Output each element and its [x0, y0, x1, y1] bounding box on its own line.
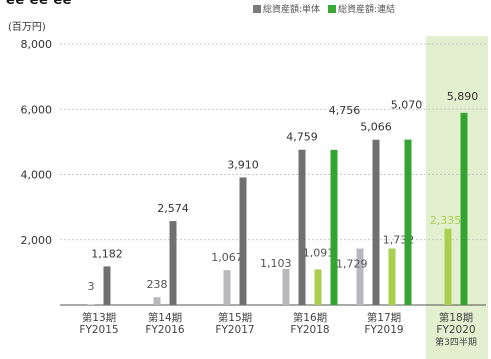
bar-value-label-3-0: 1,103	[260, 257, 292, 270]
legend-swatch-single	[253, 4, 261, 13]
bar-2-1	[239, 177, 247, 305]
bar-4-1	[372, 139, 380, 305]
bar-value-label-5-1: 5,890	[447, 90, 479, 103]
x-tick-label-5-1: 第18期	[439, 311, 473, 324]
bar-0-1	[103, 266, 111, 305]
bar-value-label-1-0: 238	[147, 278, 168, 291]
bar-0-0	[87, 304, 95, 305]
bar-value-label-0-1: 1,182	[91, 247, 123, 260]
y-tick-label-2000: 2,000	[21, 234, 53, 247]
y-tick-label-6000: 6,000	[21, 103, 53, 116]
x-tick-label-2-2: FY2017	[215, 324, 254, 336]
bar-1-0	[153, 297, 161, 305]
legend-label-single: 総資産額:単体	[263, 5, 321, 15]
legend-swatch-consolidated	[328, 4, 337, 13]
y-tick-label-4000: 4,000	[21, 169, 53, 182]
bar-value-label-3-2: 1,091	[303, 246, 335, 259]
bar-value-label-0-0: 3	[88, 280, 95, 293]
x-tick-label-5-3: 第3四半期	[435, 336, 477, 348]
x-tick-label-5-2: FY2020	[436, 324, 475, 336]
bar-3-2	[314, 269, 322, 305]
y-axis-unit-label: (百万円)	[8, 22, 46, 33]
bar-value-label-3-3: 4,756	[329, 104, 361, 117]
bar-4-2	[388, 248, 396, 305]
legend-item-consolidated: 総資産額:連結	[328, 2, 395, 15]
x-tick-label-4-1: 第17期	[367, 311, 401, 324]
bar-3-1	[298, 149, 306, 305]
bar-3-0	[282, 269, 290, 305]
x-tick-label-3-2: FY2018	[290, 324, 329, 336]
bar-value-label-4-3: 5,070	[391, 99, 423, 112]
bar-3-3	[330, 149, 338, 305]
chart-legend: 総資産額:単体 総資産額:連結	[253, 2, 395, 15]
bar-value-label-4-1: 5,066	[360, 121, 392, 134]
chart-title-fragment: ee ee ee	[6, 0, 72, 8]
legend-label-consolidated: 総資産額:連結	[338, 5, 396, 15]
bar-1-1	[169, 221, 177, 305]
legend-item-single: 総資産額:単体	[253, 2, 320, 15]
bar-value-label-2-0: 1,067	[211, 251, 243, 264]
x-tick-label-3-1: 第16期	[293, 311, 327, 324]
x-tick-label-1-2: FY2016	[145, 324, 184, 336]
bar-value-label-5-0: 2,335	[430, 214, 462, 227]
bar-value-label-3-1: 4,759	[286, 131, 318, 144]
bar-2-0	[223, 270, 231, 305]
bar-value-label-1-1: 2,574	[157, 202, 189, 215]
bar-4-0	[356, 248, 364, 305]
bar-5-1	[460, 112, 468, 306]
bar-5-0	[444, 228, 452, 305]
x-tick-label-0-1: 第13期	[82, 311, 116, 324]
x-tick-label-4-2: FY2019	[364, 324, 403, 336]
highlight-band-5	[426, 36, 488, 359]
bar-value-label-2-1: 3,910	[227, 158, 259, 171]
x-tick-label-1-1: 第14期	[148, 311, 182, 324]
x-tick-label-2-1: 第15期	[218, 311, 252, 324]
x-tick-label-0-2: FY2015	[79, 324, 118, 336]
bar-value-label-4-0: 1,729	[336, 258, 368, 271]
bar-4-3	[404, 139, 412, 305]
y-tick-label-8000: 8,000	[21, 38, 53, 51]
